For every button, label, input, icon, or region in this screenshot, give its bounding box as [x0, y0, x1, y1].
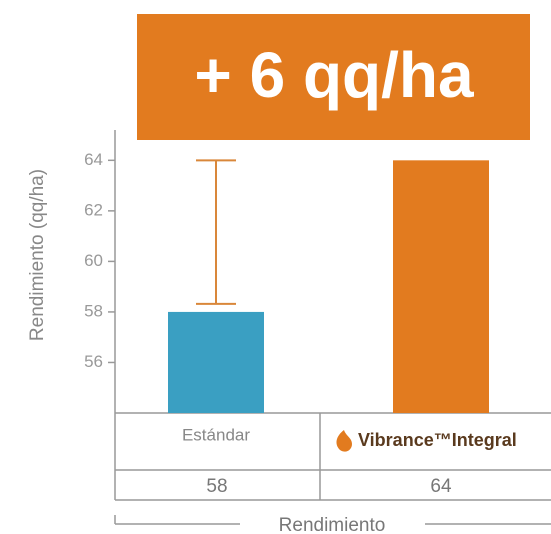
category-label: Vibrance™Integral — [358, 430, 517, 450]
y-axis-label: Rendimiento (qq/ha) — [27, 169, 48, 341]
logo-icon — [336, 430, 352, 452]
bar — [168, 311, 264, 413]
category-label: Estándar — [182, 425, 250, 444]
y-tick-label: 62 — [84, 200, 103, 219]
y-tick-label: 58 — [84, 301, 103, 320]
value-cell: 58 — [206, 476, 227, 497]
value-cell: 64 — [430, 476, 452, 497]
chart-title: + 6 qq/ha — [194, 39, 474, 111]
y-tick-label: 60 — [84, 251, 103, 270]
title-banner — [137, 14, 530, 140]
y-tick-label: 56 — [84, 352, 103, 371]
x-axis-label: Rendimiento — [279, 515, 386, 534]
y-tick-label: 64 — [84, 150, 103, 169]
bar — [393, 160, 489, 413]
